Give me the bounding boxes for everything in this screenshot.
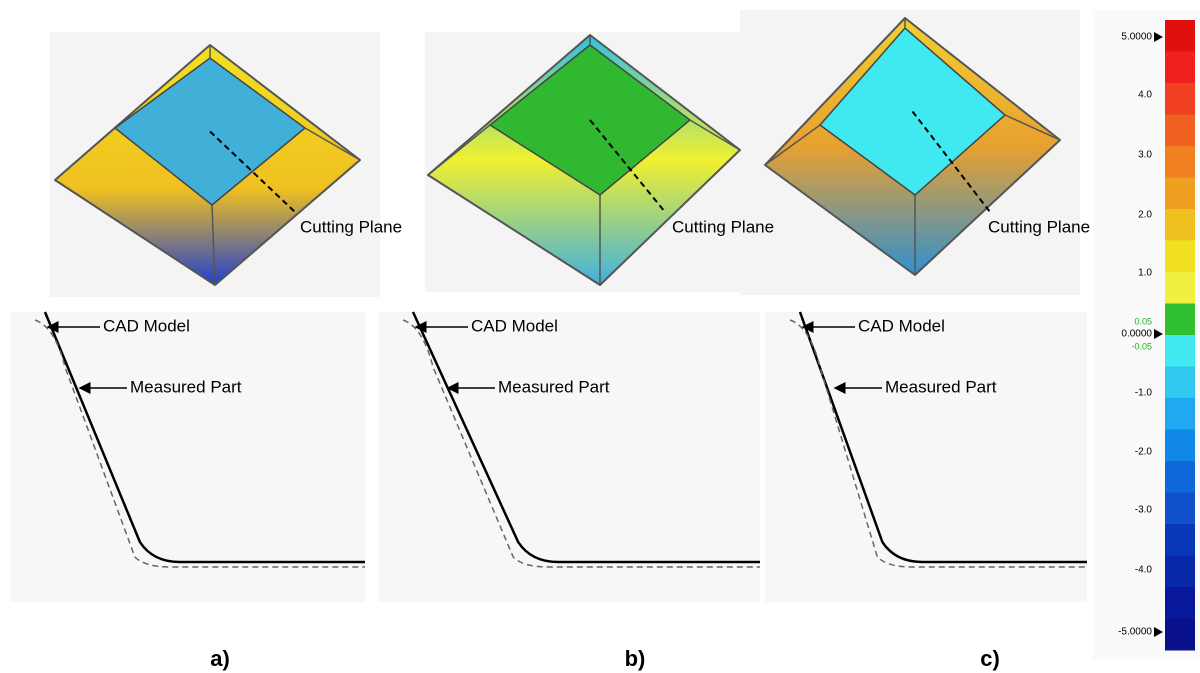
colorbar-segment [1165,335,1195,367]
cutting-plane-label: Cutting Plane [672,217,774,236]
colorbar-label: 4.0 [1138,90,1152,101]
measured-part-label: Measured Part [130,377,242,396]
cad-model-label: CAD Model [103,316,190,335]
colorbar-label: -1.0 [1135,388,1153,399]
colorbar-label: 3.0 [1138,150,1152,161]
measured-part-label: Measured Part [498,377,610,396]
colorbar-segment [1165,304,1195,336]
colorbar-label: 0.0000 [1121,329,1152,340]
panel-label: c) [980,646,1000,671]
colorbar-segment [1165,178,1195,210]
colorbar-segment [1165,493,1195,525]
colorbar-label: 1.0 [1138,268,1152,279]
colorbar-label: 0.05 [1134,316,1152,326]
colorbar-segment [1165,20,1195,52]
colorbar-segment [1165,461,1195,493]
colorbar-segment [1165,587,1195,619]
colorbar-segment [1165,367,1195,399]
cutting-plane-label: Cutting Plane [988,217,1090,236]
colorbar-segment [1165,398,1195,430]
figure: 5.0000 4.0 3.0 2.0 1.0 0.05 0.0000-0.05 -1.0 -2.… [0,0,1200,673]
panel-label: a) [210,646,230,671]
cad-model-label: CAD Model [858,316,945,335]
panel-label: b) [625,646,646,671]
colorbar-label: -3.0 [1135,505,1153,516]
cutting-plane-label: Cutting Plane [300,217,402,236]
colorbar-segment [1165,272,1195,304]
colorbar-segment [1165,619,1195,651]
colorbar-segment [1165,430,1195,462]
colorbar-label: -0.05 [1131,341,1152,351]
colorbar-label: -5.0000 [1118,627,1152,638]
cad-model-label: CAD Model [471,316,558,335]
colorbar-segment [1165,556,1195,588]
colorbar-label: -4.0 [1135,565,1153,576]
colorbar-segment [1165,52,1195,84]
colorbar-segment [1165,524,1195,556]
colorbar-segment [1165,209,1195,241]
measured-part-label: Measured Part [885,377,997,396]
colorbar-label: 2.0 [1138,210,1152,221]
profile-bg [765,312,1087,602]
colorbar-segment [1165,115,1195,147]
colorbar-label: 5.0000 [1121,32,1152,43]
colorbar-label: -2.0 [1135,447,1153,458]
profile-bg [378,312,760,602]
colorbar-segment [1165,83,1195,115]
colorbar-segment [1165,146,1195,178]
colorbar-segment [1165,241,1195,273]
